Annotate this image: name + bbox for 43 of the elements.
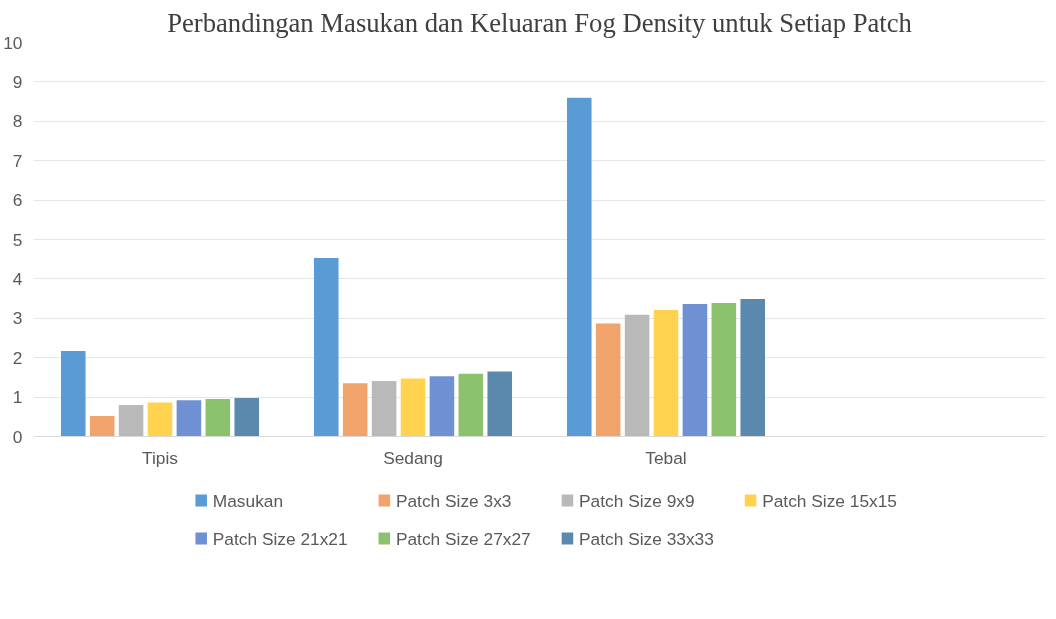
y-tick-label: 0: [12, 426, 23, 447]
y-tick-label: 2: [12, 347, 23, 368]
legend-label: Patch Size 15x15: [762, 490, 898, 511]
legend-label: Patch Size 21x21: [212, 528, 348, 549]
bar: [147, 402, 173, 437]
y-tick-label: 9: [12, 71, 23, 92]
bar: [118, 404, 144, 437]
y-tick-label: 4: [12, 268, 23, 289]
x-tick-label: Sedang: [383, 447, 443, 468]
bar: [371, 380, 397, 437]
x-tick-label: Tipis: [142, 447, 179, 468]
bar: [682, 304, 708, 437]
y-tick-label: 8: [12, 111, 23, 132]
chart-title: Perbandingan Masukan dan Keluaran Fog Density untuk Setiap Patch: [167, 7, 912, 38]
y-tick-label: 5: [12, 229, 23, 250]
legend-label: Patch Size 9x9: [579, 490, 695, 511]
bar: [176, 400, 202, 437]
bar: [624, 314, 650, 437]
y-tick-label: 10: [3, 32, 23, 53]
bar: [342, 383, 368, 437]
bar: [89, 416, 115, 437]
y-tick-label: 1: [12, 387, 23, 408]
bar: [711, 302, 737, 437]
bar: [429, 376, 455, 437]
bar: [400, 378, 426, 437]
y-tick-label: 3: [12, 308, 23, 329]
bar: [740, 298, 766, 437]
legend-label: Patch Size 33x33: [579, 528, 714, 549]
x-tick-label: Tebal: [645, 447, 687, 468]
bar: [458, 373, 484, 437]
bar: [313, 258, 339, 437]
bar: [653, 310, 679, 437]
legend-label: Masukan: [212, 490, 284, 511]
bar: [234, 397, 260, 437]
bar: [566, 97, 592, 437]
bar: [60, 351, 86, 437]
legend-label: Patch Size 27x27: [395, 528, 531, 549]
bar: [595, 323, 621, 437]
bar: [205, 399, 231, 437]
bar: [487, 371, 513, 437]
y-tick-label: 6: [12, 190, 23, 211]
y-tick-label: 7: [12, 150, 23, 171]
legend-label: Patch Size 3x3: [395, 490, 512, 511]
